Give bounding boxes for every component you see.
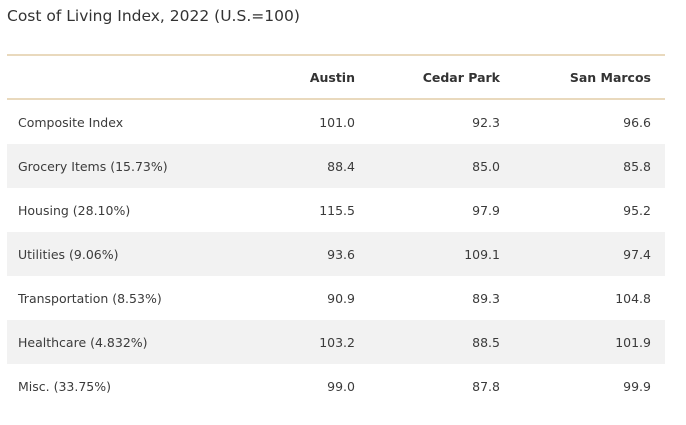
cell-cedar-park: 92.3 (472, 114, 500, 130)
row-label: Misc. (33.75%) (18, 378, 112, 394)
table-row-composite-index: Composite Index 101.0 92.3 96.6 (7, 100, 665, 144)
cell-cedar-park: 97.9 (472, 202, 500, 218)
table-row-healthcare: Healthcare (4.832%) 103.2 88.5 101.9 (7, 320, 665, 364)
table-header-row: Austin Cedar Park San Marcos (7, 56, 665, 100)
cell-cedar-park: 109.1 (464, 246, 500, 262)
cell-austin: 103.2 (319, 334, 355, 350)
cell-austin: 93.6 (327, 246, 355, 262)
cell-san-marcos: 99.9 (623, 378, 651, 394)
row-label: Healthcare (4.832%) (18, 334, 148, 350)
row-label: Housing (28.10%) (18, 202, 131, 218)
table-row-utilities: Utilities (9.06%) 93.6 109.1 97.4 (7, 232, 665, 276)
column-header-cedar-park: Cedar Park (422, 69, 500, 85)
cell-austin: 88.4 (327, 158, 355, 174)
cell-san-marcos: 85.8 (623, 158, 651, 174)
cell-austin: 101.0 (319, 114, 355, 130)
cost-of-living-table: Austin Cedar Park San Marcos Composite I… (7, 54, 665, 408)
row-label: Grocery Items (15.73%) (18, 158, 168, 174)
cell-san-marcos: 95.2 (623, 202, 651, 218)
cell-cedar-park: 85.0 (472, 158, 500, 174)
cell-san-marcos: 96.6 (623, 114, 651, 130)
cell-austin: 115.5 (319, 202, 355, 218)
table-top-rule (7, 54, 665, 56)
cell-cedar-park: 88.5 (472, 334, 500, 350)
row-label: Utilities (9.06%) (18, 246, 119, 262)
column-header-austin: Austin (309, 69, 355, 85)
cell-austin: 90.9 (327, 290, 355, 306)
cell-san-marcos: 97.4 (623, 246, 651, 262)
page-title: Cost of Living Index, 2022 (U.S.=100) (7, 7, 300, 25)
table-row-grocery-items: Grocery Items (15.73%) 88.4 85.0 85.8 (7, 144, 665, 188)
cell-austin: 99.0 (327, 378, 355, 394)
row-label: Transportation (8.53%) (18, 290, 162, 306)
column-header-san-marcos: San Marcos (569, 69, 651, 85)
cell-cedar-park: 87.8 (472, 378, 500, 394)
table-row-housing: Housing (28.10%) 115.5 97.9 95.2 (7, 188, 665, 232)
cell-cedar-park: 89.3 (472, 290, 500, 306)
cell-san-marcos: 104.8 (615, 290, 651, 306)
table-row-misc: Misc. (33.75%) 99.0 87.8 99.9 (7, 364, 665, 408)
table-row-transportation: Transportation (8.53%) 90.9 89.3 104.8 (7, 276, 665, 320)
row-label: Composite Index (18, 114, 124, 130)
cell-san-marcos: 101.9 (615, 334, 651, 350)
